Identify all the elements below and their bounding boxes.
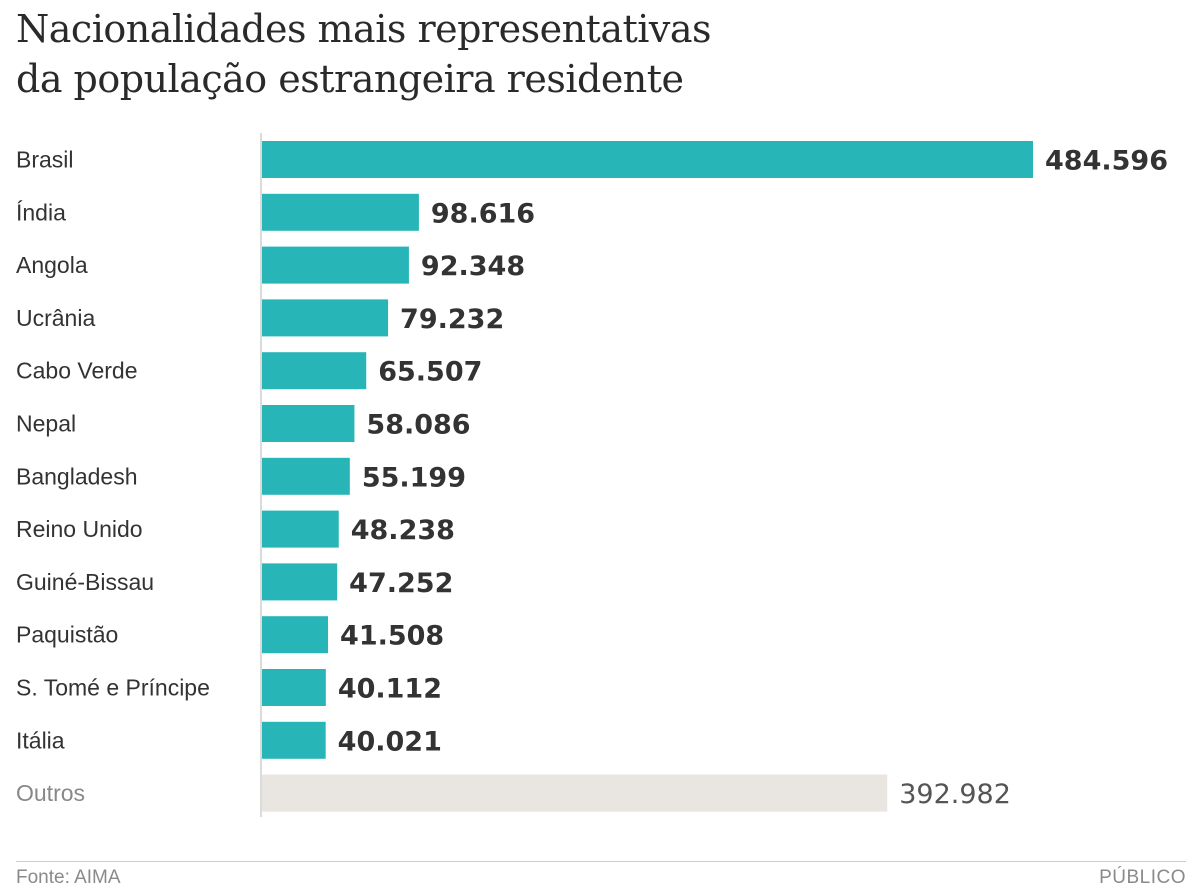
value-label: 392.982: [899, 779, 1011, 810]
value-label: 98.616: [431, 198, 535, 229]
category-label: Cabo Verde: [16, 358, 137, 384]
bar: [262, 405, 355, 442]
footer-divider: [16, 861, 1186, 862]
bar: [262, 774, 888, 812]
value-label: 40.112: [338, 674, 442, 705]
category-label: Outros: [16, 780, 85, 806]
category-label: Bangladesh: [16, 463, 138, 489]
value-label: 92.348: [421, 251, 525, 282]
value-label: 65.507: [378, 357, 482, 388]
bar: [262, 616, 329, 654]
bars-group: Brasil 484.596 Índia 98.616 Angola 92.348 Ucrâ…: [16, 141, 1168, 812]
category-label: Ucrânia: [16, 305, 95, 331]
category-label: Reino Unido: [16, 516, 143, 542]
category-label: Paquistão: [16, 622, 118, 648]
bar: [262, 141, 1033, 178]
bar: [262, 563, 338, 601]
value-label: 47.252: [349, 568, 453, 599]
value-label: 40.021: [338, 726, 442, 757]
category-label: Brasil: [16, 147, 74, 173]
category-label: Índia: [16, 199, 66, 225]
category-label: S. Tomé e Príncipe: [16, 675, 210, 701]
category-label: Nepal: [16, 411, 76, 437]
bar: [262, 352, 367, 390]
bar: [262, 299, 389, 337]
category-label: Itália: [16, 727, 65, 753]
value-label: 41.508: [340, 621, 444, 652]
bar: [262, 246, 409, 284]
source-note: Fonte: AIMA: [16, 867, 121, 888]
bar: [262, 457, 350, 495]
category-label: Guiné-Bissau: [16, 569, 154, 595]
value-label: 58.086: [366, 410, 470, 441]
chart-title-line-2: da população estrangeira residente: [16, 57, 684, 101]
bar: [262, 510, 339, 548]
value-label: 484.596: [1045, 146, 1168, 177]
publisher-brand: PÚBLICO: [1099, 867, 1186, 888]
bar: [262, 193, 419, 231]
chart-title: Nacionalidades mais representativas da p…: [16, 4, 712, 104]
value-label: 48.238: [351, 515, 455, 546]
bar: [262, 669, 326, 706]
value-label: 79.232: [400, 304, 504, 335]
bar: [262, 721, 326, 759]
category-label: Angola: [16, 252, 88, 278]
value-label: 55.199: [362, 462, 466, 493]
chart-title-line-1: Nacionalidades mais representativas: [16, 7, 712, 51]
